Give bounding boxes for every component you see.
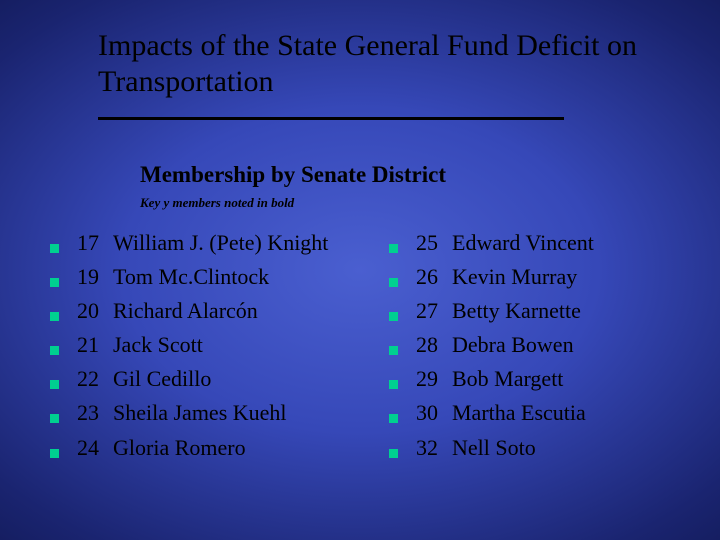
member-columns: 17William J. (Pete) Knight19Tom Mc.Clint…	[50, 226, 690, 465]
district-number: 21	[77, 328, 113, 362]
district-number: 24	[77, 431, 113, 465]
list-item: 19Tom Mc.Clintock	[50, 260, 351, 294]
district-number: 26	[416, 260, 452, 294]
district-number: 20	[77, 294, 113, 328]
member-name: Richard Alarcón	[113, 294, 258, 328]
member-name: Debra Bowen	[452, 328, 574, 362]
list-item: 26Kevin Murray	[389, 260, 690, 294]
bullet-icon	[50, 278, 59, 287]
member-name: Martha Escutia	[452, 396, 586, 430]
district-number: 32	[416, 431, 452, 465]
title-underline	[98, 117, 564, 120]
member-name: Edward Vincent	[452, 226, 594, 260]
slide-title: Impacts of the State General Fund Defici…	[98, 28, 680, 100]
district-number: 29	[416, 362, 452, 396]
district-number: 22	[77, 362, 113, 396]
list-item: 28Debra Bowen	[389, 328, 690, 362]
list-item: 20Richard Alarcón	[50, 294, 351, 328]
bullet-icon	[389, 380, 398, 389]
member-name: Nell Soto	[452, 431, 536, 465]
bullet-icon	[389, 312, 398, 321]
right-column: 25Edward Vincent26Kevin Murray27Betty Ka…	[389, 226, 690, 465]
district-number: 30	[416, 396, 452, 430]
member-name: Betty Karnette	[452, 294, 581, 328]
list-item: 17William J. (Pete) Knight	[50, 226, 351, 260]
bullet-icon	[50, 346, 59, 355]
bullet-icon	[389, 346, 398, 355]
bullet-icon	[50, 380, 59, 389]
member-name: Tom Mc.Clintock	[113, 260, 269, 294]
list-item: 21Jack Scott	[50, 328, 351, 362]
bullet-icon	[50, 449, 59, 458]
member-name: Gil Cedillo	[113, 362, 211, 396]
list-item: 29Bob Margett	[389, 362, 690, 396]
bullet-icon	[389, 449, 398, 458]
district-number: 19	[77, 260, 113, 294]
bullet-icon	[50, 414, 59, 423]
slide-subtitle: Membership by Senate District	[140, 162, 446, 188]
member-name: Kevin Murray	[452, 260, 577, 294]
list-item: 27Betty Karnette	[389, 294, 690, 328]
member-name: William J. (Pete) Knight	[113, 226, 328, 260]
bullet-icon	[389, 414, 398, 423]
member-name: Sheila James Kuehl	[113, 396, 287, 430]
district-number: 28	[416, 328, 452, 362]
list-item: 24Gloria Romero	[50, 431, 351, 465]
member-name: Bob Margett	[452, 362, 563, 396]
member-name: Gloria Romero	[113, 431, 246, 465]
district-number: 17	[77, 226, 113, 260]
bullet-icon	[389, 278, 398, 287]
district-number: 25	[416, 226, 452, 260]
bullet-icon	[389, 244, 398, 253]
bullet-icon	[50, 244, 59, 253]
left-column: 17William J. (Pete) Knight19Tom Mc.Clint…	[50, 226, 351, 465]
district-number: 23	[77, 396, 113, 430]
bullet-icon	[50, 312, 59, 321]
district-number: 27	[416, 294, 452, 328]
list-item: 22Gil Cedillo	[50, 362, 351, 396]
list-item: 32Nell Soto	[389, 431, 690, 465]
member-name: Jack Scott	[113, 328, 203, 362]
slide-note: Key y members noted in bold	[140, 195, 294, 211]
list-item: 30Martha Escutia	[389, 396, 690, 430]
list-item: 23Sheila James Kuehl	[50, 396, 351, 430]
list-item: 25Edward Vincent	[389, 226, 690, 260]
